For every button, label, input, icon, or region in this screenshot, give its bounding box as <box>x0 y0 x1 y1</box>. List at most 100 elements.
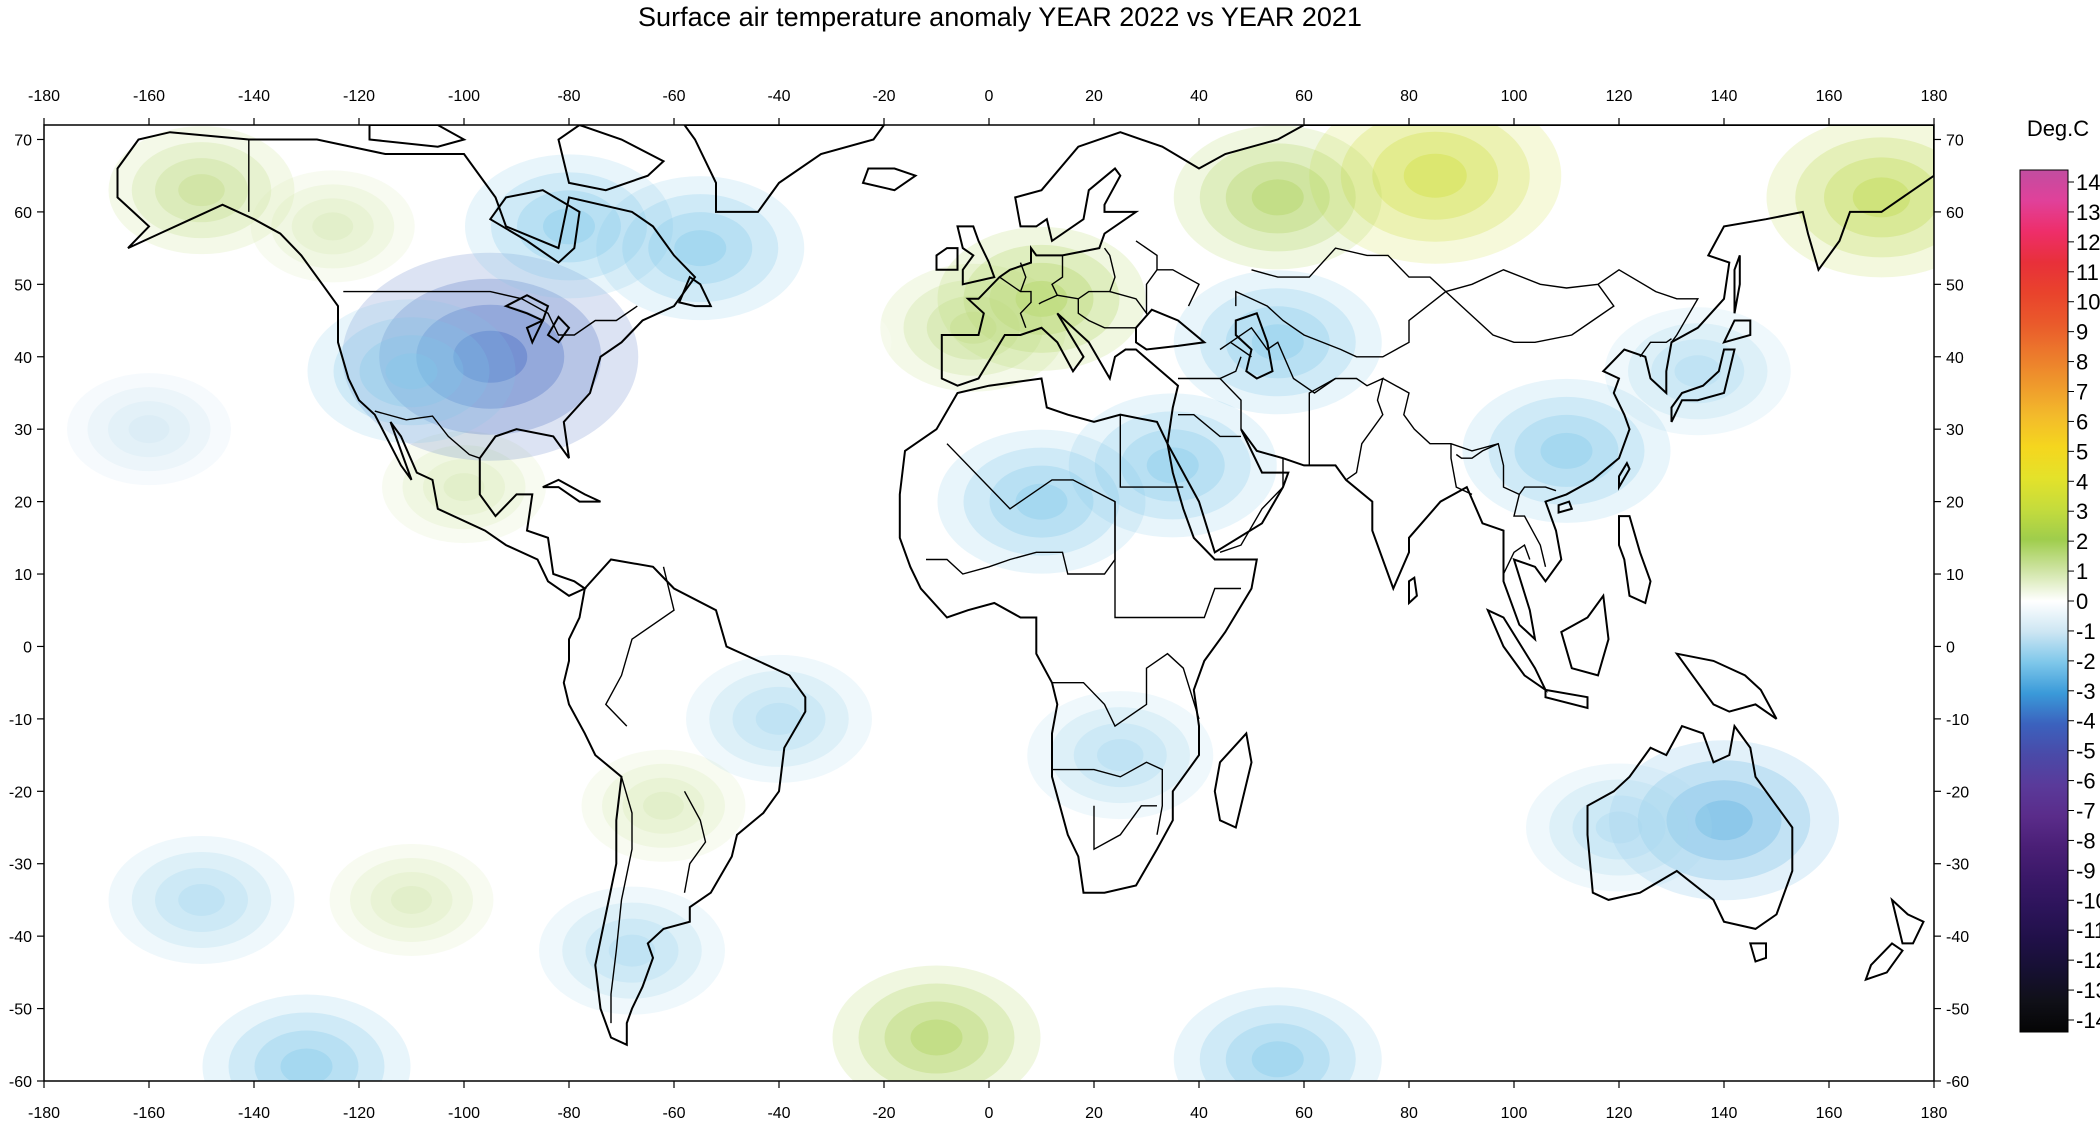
anomaly-region-mark <box>1367 708 1398 729</box>
coastline-path <box>1674 652 1778 720</box>
anomaly-region-mark <box>1120 429 1225 502</box>
border-path <box>1230 326 1336 394</box>
coastline-path <box>1722 319 1752 344</box>
border-path <box>610 776 633 1024</box>
anomaly-region-mark <box>1695 800 1753 841</box>
y-tick-label-right: -30 <box>1946 857 1969 874</box>
coastline-path <box>1618 515 1652 605</box>
y-tick-label-right: -20 <box>1946 784 1969 801</box>
anomaly-region-mark <box>342 252 639 461</box>
x-tick-label-bottom: -180 <box>28 1105 60 1122</box>
y-tick-label-left: 30 <box>14 422 32 439</box>
anomaly-region-mark <box>786 312 877 373</box>
anomaly-region-mark <box>1795 137 1934 258</box>
anomaly-region-mark <box>543 208 595 245</box>
y-tick-label-right: 20 <box>1946 495 1964 512</box>
x-tick-label-top: 80 <box>1400 88 1418 105</box>
y-tick-label-left: 50 <box>14 277 32 294</box>
border-path <box>1639 338 1672 358</box>
colorbar-ticks: 14131211109876543210-1-2-3-4-5-6-7-8-9-1… <box>2068 170 2100 1033</box>
coastline-path <box>1234 312 1274 380</box>
anomaly-region-mark <box>1549 779 1689 876</box>
anomaly-region-mark <box>307 299 516 444</box>
border-path <box>1114 501 1241 619</box>
y-tick-label-left: 0 <box>23 639 32 656</box>
x-tick-label-top: -100 <box>448 88 480 105</box>
x-tick-label-top: 120 <box>1606 88 1633 105</box>
coastline-path <box>368 125 467 148</box>
colorbar-tick-label: 12 <box>2076 230 2100 255</box>
colorbar-tick-label: -12 <box>2076 948 2100 973</box>
anomaly-region-mark <box>194 570 314 651</box>
y-tick-label-left: -40 <box>9 929 32 946</box>
chart-title: Surface air temperature anomaly YEAR 202… <box>638 2 1362 32</box>
anomaly-region-mark <box>202 994 411 1081</box>
anomaly-region-mark <box>1094 411 1251 520</box>
colorbar-tick-label: -3 <box>2076 679 2096 704</box>
y-tick-label-left: -20 <box>9 784 32 801</box>
x-tick-label-top: 20 <box>1085 88 1103 105</box>
x-tick-label-top: 0 <box>985 88 994 105</box>
anomaly-region-mark <box>1173 125 1382 270</box>
x-tick-label-top: -20 <box>872 88 895 105</box>
colorbar-tick-label: 7 <box>2076 380 2088 405</box>
anomaly-region-mark <box>359 335 464 408</box>
anomaly-region-mark <box>1372 131 1499 220</box>
axes: -180-180-160-160-140-140-120-120-100-100… <box>9 88 1969 1122</box>
coastline-path <box>557 125 666 192</box>
anomaly-region-mark <box>1540 432 1593 469</box>
x-tick-label-bottom: 80 <box>1400 1105 1418 1122</box>
anomaly-region-mark <box>648 212 753 285</box>
y-tick-label-right: 40 <box>1946 350 1964 367</box>
anomaly-region-mark <box>108 835 295 964</box>
border-path <box>1051 247 1116 300</box>
anomaly-region-mark <box>1824 157 1934 238</box>
anomaly-region-mark <box>491 172 647 281</box>
anomaly-field <box>67 125 1934 1081</box>
anomaly-region-mark <box>755 702 803 735</box>
colorbar-tick-label: 11 <box>2076 260 2099 285</box>
anomaly-region-mark <box>832 965 1041 1081</box>
coastline-path <box>935 247 959 271</box>
anomaly-region-mark <box>1572 795 1666 860</box>
anomaly-region-mark <box>1097 739 1144 772</box>
x-tick-label-bottom: -100 <box>448 1105 480 1122</box>
anomaly-region-mark <box>291 198 374 255</box>
y-tick-label-left: 10 <box>14 567 32 584</box>
x-tick-label-bottom: 0 <box>985 1105 994 1122</box>
coastline-path <box>861 167 918 192</box>
colorbar-tick-label: 0 <box>2076 589 2088 614</box>
colorbar-tick-label: 13 <box>2076 200 2100 225</box>
colorbar: Deg.C 14131211109876543210-1-2-3-4-5-6-7… <box>2019 116 2100 1033</box>
anomaly-region-mark <box>643 791 684 820</box>
anomaly-region-mark <box>709 670 849 767</box>
anomaly-region-mark <box>1852 177 1911 218</box>
anomaly-region-mark <box>312 212 354 241</box>
y-tick-label-right: 70 <box>1946 132 1964 149</box>
anomaly-region-mark <box>1015 483 1068 520</box>
coastline-path <box>503 294 550 322</box>
anomaly-region-mark <box>224 590 284 631</box>
colorbar-tick-label: -9 <box>2076 858 2096 883</box>
x-tick-label-bottom: 100 <box>1501 1105 1528 1122</box>
border-path <box>343 290 638 336</box>
colorbar-tick-label: 1 <box>2076 559 2088 584</box>
anomaly-region-mark <box>131 142 272 239</box>
x-tick-label-top: 40 <box>1190 88 1208 105</box>
y-tick-label-left: -30 <box>9 857 32 874</box>
y-tick-label-right: 0 <box>1946 639 1955 656</box>
y-tick-label-left: 20 <box>14 495 32 512</box>
coastline-path <box>1135 308 1207 351</box>
anomaly-region-mark <box>155 867 248 932</box>
anomaly-region-mark <box>1595 811 1643 844</box>
coastline-path <box>562 558 807 1047</box>
coastline-path <box>116 131 697 597</box>
coastline-path <box>542 478 601 503</box>
coastline-path <box>1557 500 1574 514</box>
y-tick-label-right: 10 <box>1946 567 1964 584</box>
border-path <box>1455 443 1499 459</box>
colorbar-tick-label: 5 <box>2076 439 2088 464</box>
x-tick-label-top: 100 <box>1501 88 1528 105</box>
anomaly-region-mark <box>443 473 485 502</box>
colorbar-tick-label: 14 <box>2076 170 2100 195</box>
